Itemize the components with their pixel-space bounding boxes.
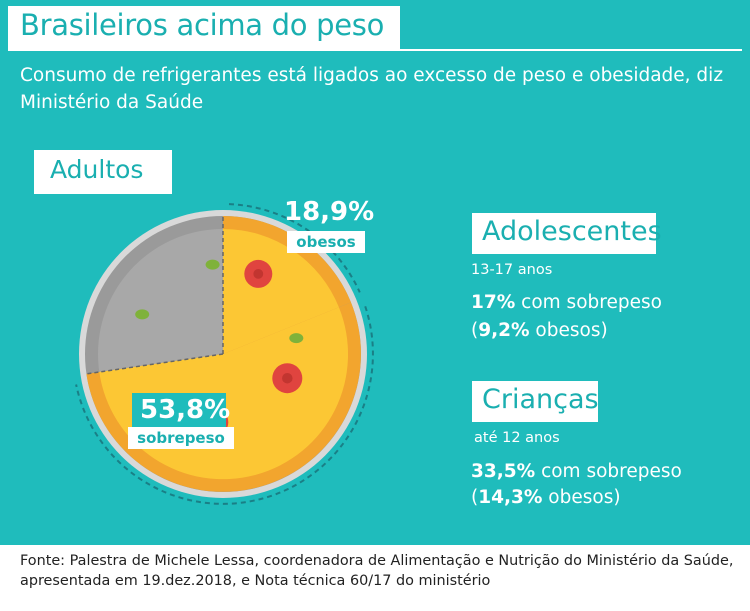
- teens-age: 13-17 anos: [471, 262, 553, 278]
- teens-obese-value: 9,2%: [478, 320, 530, 341]
- children-overweight-text: com sobrepeso: [535, 461, 682, 482]
- page-title: Brasileiros acima do peso: [20, 8, 385, 42]
- slice-edge-bottom: [86, 353, 224, 375]
- children-overweight-value: 33,5%: [471, 461, 536, 482]
- teens-label-box: [472, 213, 656, 254]
- obese-label-box: [287, 231, 365, 253]
- pie-slice-obesos: [223, 229, 339, 354]
- source-footer: Fonte: Palestra de Michele Lessa, coorde…: [20, 553, 734, 589]
- children-obese-text: obesos): [542, 487, 621, 508]
- overweight-label-box: [128, 427, 234, 449]
- children-label: Crianças: [482, 384, 599, 415]
- adults-label-box: [34, 150, 172, 194]
- children-age: até 12 anos: [474, 430, 560, 446]
- teens-obese-open: (: [471, 320, 479, 341]
- sobrepeso-guide-arc: [75, 305, 374, 505]
- children-obese-value: 14,3%: [478, 487, 543, 508]
- olive-2: [135, 309, 150, 320]
- teens-obese: (9,2% obesos): [471, 320, 608, 341]
- children-obese-open: (: [471, 487, 479, 508]
- children-overweight: 33,5% com sobrepeso: [471, 461, 682, 482]
- overweight-percent-box: [132, 393, 226, 427]
- children-label-box: [472, 381, 598, 422]
- children-obese: (14,3% obesos): [471, 487, 621, 508]
- obese-label: obesos: [296, 233, 356, 251]
- teens-obese-text: obesos): [529, 320, 608, 341]
- teens-overweight: 17% com sobrepeso: [471, 292, 662, 313]
- olive-1: [289, 333, 304, 344]
- olive-3: [205, 259, 220, 270]
- page-subtitle: Consumo de refrigerantes está ligados ao…: [20, 65, 724, 113]
- pepperoni-2-center: [282, 372, 293, 384]
- obesos-guide-arc: [228, 203, 361, 293]
- overweight-label: sobrepeso: [137, 429, 225, 447]
- teens-overweight-text: com sobrepeso: [515, 292, 662, 313]
- pepperoni-1-center: [253, 269, 264, 279]
- teens-overweight-value: 17%: [471, 292, 516, 313]
- title-divider: [8, 49, 742, 51]
- overweight-percent-label: 53,8%: [140, 395, 231, 425]
- adults-label: Adultos: [50, 155, 144, 184]
- teens-label: Adolescentes: [482, 216, 662, 247]
- title-box: [8, 6, 400, 50]
- obese-percent-label: 18,9%: [284, 197, 375, 227]
